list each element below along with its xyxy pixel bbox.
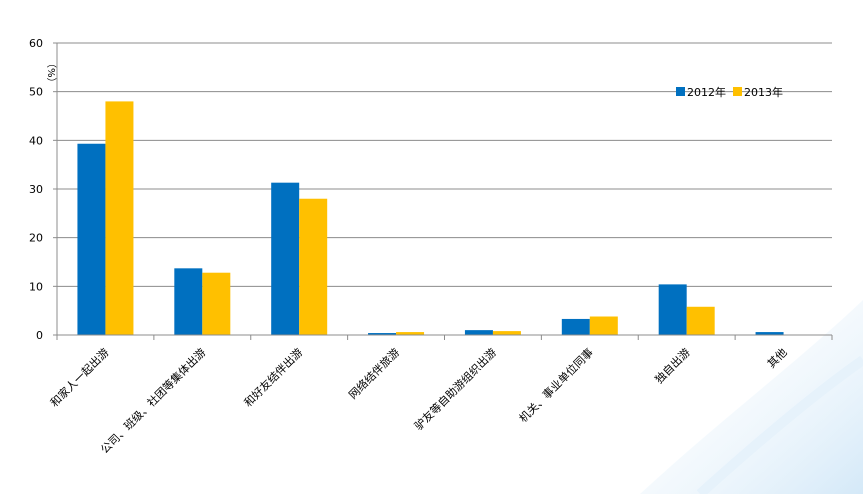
bar-2012年-和好友结伴出游 [271,182,300,335]
y-axis-ticks: 0 10 20 30 40 50 60 [29,37,43,342]
background-swoosh-highlight [696,355,863,494]
x-category-label: 独自出游 [652,345,693,386]
bar-2013年-公司、班级、社团等集体出游 [202,272,231,335]
bar-2012年-和家人一起出游 [77,143,106,335]
legend-label: 2012年 [687,85,726,99]
x-category-label: 和家人一起出游 [47,345,111,409]
y-tick-label: 0 [36,329,43,342]
bar-2013年-网络结伴旅游 [396,332,425,335]
grid-lines [53,42,832,336]
bar-2013年-和家人一起出游 [105,101,134,336]
x-category-label: 机关、事业单位同事 [516,345,596,425]
x-category-label: 公司、班级、社团等集体出游 [97,345,208,456]
bar-2012年-公司、班级、社团等集体出游 [174,268,203,335]
bar-2012年-其他 [755,332,784,335]
bar-2013年-独自出游 [686,306,715,335]
axes [56,43,833,340]
y-tick-label: 20 [29,232,43,245]
legend-swatch [733,87,742,96]
bar-2012年-网络结伴旅游 [368,333,397,335]
x-category-label: 其他 [765,346,790,371]
bar-2012年-独自出游 [658,284,687,335]
bar-2013年-机关、事业单位同事 [589,316,618,335]
x-category-label: 和好友结伴出游 [241,345,305,409]
bar-2013年-和好友结伴出游 [299,198,328,335]
y-tick-label: 10 [29,280,43,293]
background-swoosh [640,300,863,494]
bar-2013年-驴友等自助游组织出游 [492,331,521,335]
y-tick-label: 60 [29,37,43,50]
y-tick-label: 50 [29,86,43,99]
bar-2012年-驴友等自助游组织出游 [464,330,493,335]
y-tick-label: 30 [29,183,43,196]
legend-label: 2013年 [744,85,783,99]
x-category-label: 网络结伴旅游 [346,345,403,402]
y-axis-label: （%） [45,58,57,88]
bar-2012年-机关、事业单位同事 [561,318,590,335]
x-category-label: 驴友等自助游组织出游 [411,345,499,433]
legend: 2012年 2013年 [676,85,783,99]
legend-swatch [676,87,685,96]
bars [77,101,784,336]
y-tick-label: 40 [29,134,43,147]
